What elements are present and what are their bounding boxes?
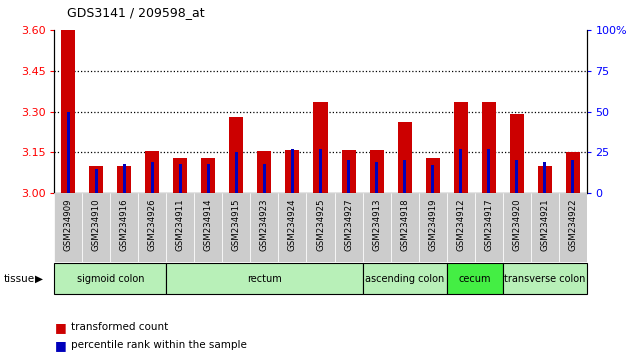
Text: GSM234918: GSM234918 [400,199,409,251]
Bar [83,193,110,262]
Bar [110,193,138,262]
Text: GSM234922: GSM234922 [568,199,577,251]
Bar [117,166,131,193]
Bar [531,193,558,262]
Bar [90,166,103,193]
Bar [538,166,551,193]
Bar [397,122,412,193]
Bar [222,193,251,262]
Bar [447,193,474,262]
Bar [375,162,378,193]
Bar [167,263,363,294]
Bar [258,151,272,193]
Text: tissue: tissue [3,274,35,284]
Bar [363,193,390,262]
Text: GSM234912: GSM234912 [456,199,465,251]
Bar [454,102,467,193]
Text: GSM234911: GSM234911 [176,199,185,251]
Bar [347,160,350,193]
Bar [419,193,447,262]
Bar [558,193,587,262]
Text: ▶: ▶ [35,274,43,284]
Bar [67,112,70,193]
Text: GSM234919: GSM234919 [428,199,437,251]
Bar [447,263,503,294]
Text: GSM234914: GSM234914 [204,199,213,251]
Bar [503,193,531,262]
Bar [138,193,167,262]
Bar [515,160,518,193]
Bar [487,149,490,193]
Bar [313,102,328,193]
Bar [167,193,194,262]
Text: GSM234927: GSM234927 [344,199,353,251]
Bar [291,149,294,193]
Bar [571,160,574,193]
Text: GSM234925: GSM234925 [316,199,325,251]
Bar [363,263,447,294]
Bar [426,158,440,193]
Text: ■: ■ [54,321,66,334]
Text: GSM234910: GSM234910 [92,199,101,251]
Bar [403,160,406,193]
Bar [123,164,126,193]
Text: GSM234913: GSM234913 [372,199,381,251]
Text: rectum: rectum [247,274,282,284]
Bar [95,169,98,193]
Text: transformed count: transformed count [71,322,168,332]
Text: GSM234909: GSM234909 [64,199,73,251]
Text: GSM234917: GSM234917 [484,199,493,251]
Bar [510,114,524,193]
Bar [335,193,363,262]
Bar [390,193,419,262]
Bar [319,149,322,193]
Text: GSM234923: GSM234923 [260,199,269,251]
Bar [474,193,503,262]
Bar [54,193,83,262]
Bar [278,193,306,262]
Text: ascending colon: ascending colon [365,274,444,284]
Text: GSM234915: GSM234915 [232,199,241,251]
Bar [235,152,238,193]
Text: GSM234920: GSM234920 [512,199,521,251]
Text: GSM234924: GSM234924 [288,199,297,251]
Bar [201,158,215,193]
Bar [207,164,210,193]
Bar [543,162,546,193]
Bar [481,102,495,193]
Text: sigmoid colon: sigmoid colon [77,274,144,284]
Bar [62,30,76,193]
Text: ■: ■ [54,339,66,352]
Bar [306,193,335,262]
Bar [285,149,299,193]
Bar [54,263,167,294]
Bar [179,164,182,193]
Bar [174,158,188,193]
Text: percentile rank within the sample: percentile rank within the sample [71,340,246,350]
Bar [431,165,434,193]
Text: GSM234916: GSM234916 [120,199,129,251]
Text: GDS3141 / 209598_at: GDS3141 / 209598_at [67,6,205,19]
Text: cecum: cecum [458,274,491,284]
Bar [369,149,383,193]
Bar [565,152,579,193]
Bar [194,193,222,262]
Bar [459,149,462,193]
Bar [251,193,278,262]
Text: GSM234926: GSM234926 [148,199,157,251]
Bar [146,151,160,193]
Bar [263,164,266,193]
Bar [151,162,154,193]
Bar [503,263,587,294]
Bar [229,117,244,193]
Text: GSM234921: GSM234921 [540,199,549,251]
Bar [342,149,356,193]
Text: transverse colon: transverse colon [504,274,585,284]
